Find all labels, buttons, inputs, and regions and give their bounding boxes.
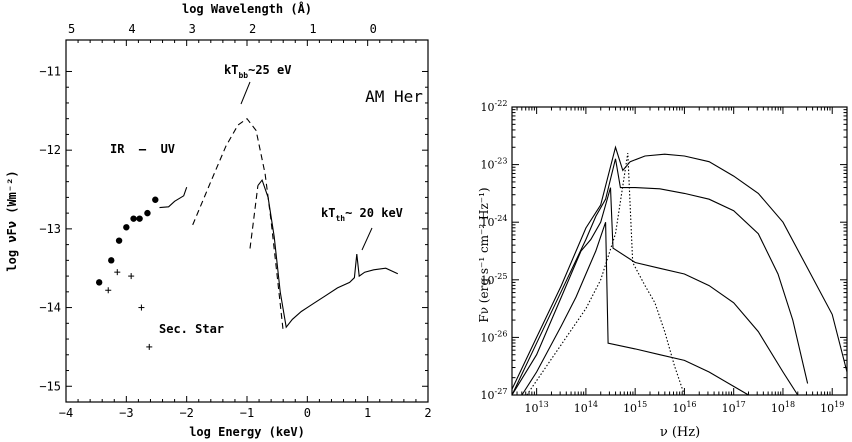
left-x-axis-label: log Energy (keV) [189, 425, 305, 439]
ir-uv-data-point [144, 209, 151, 217]
right-y-tick-label: 10-24 [481, 214, 508, 229]
right-x-tick-label: 1017 [722, 400, 746, 415]
kt-bb-sub: bb [238, 71, 248, 80]
right-chart-flux-spectra: 1013 1014 1015 1016 1017 1018 1019 10-2210-231… [477, 99, 848, 440]
right-y-tick-label: 10-23 [481, 157, 508, 172]
right-series-1-solid [511, 158, 809, 396]
right-y-axis-label: Fν (erg s⁻¹ cm⁻² Hz⁻¹) [477, 187, 491, 322]
left-series-5-solid [257, 178, 399, 329]
right-x-tick-labels: 1013 1014 1015 1016 1017 1018 1019 [525, 400, 845, 415]
sec-star-annotation: Sec. Star [159, 322, 224, 336]
ir-uv-data-point [136, 215, 143, 222]
left-x-tick-label: −1 [240, 406, 254, 420]
right-y-tick-label: 10-22 [481, 99, 508, 114]
left-x-tick-label: −3 [119, 406, 133, 420]
ir-uv-data-point [108, 257, 115, 264]
right-series-3-solid [521, 222, 749, 396]
left-x-tick-label: 1 [364, 406, 371, 420]
left-x-tick-label: −4 [59, 406, 73, 420]
left-series-group [95, 117, 399, 350]
left-top-x-tick-label: 0 [370, 22, 377, 36]
right-x-tick-label: 1016 [672, 400, 696, 415]
kt-bb-pointer [240, 81, 251, 105]
secondary-star-point [128, 273, 135, 280]
left-x-tick-label: −2 [179, 406, 193, 420]
left-chart-title: AM Her [365, 87, 423, 106]
left-y-tick-label: −15 [39, 379, 61, 393]
left-series-2-solid [159, 187, 188, 209]
secondary-star-point [105, 287, 112, 294]
left-top-x-tick-label: 1 [309, 22, 316, 36]
right-x-tick-label: 1018 [771, 400, 795, 415]
kt-bb-annotation: kTbb~25 eV [224, 63, 291, 80]
right-series-group [511, 145, 848, 396]
right-series-0-solid [511, 145, 848, 390]
left-chart-am-her-sed: −4 −3 −2 −1 0 1 2 5 4 3 2 1 0 −11 −12 −13 −14 −15 log E… [5, 1, 432, 439]
secondary-star-point [114, 269, 121, 276]
left-series-4-dashed [249, 185, 259, 249]
kt-th-sub: th [335, 214, 345, 223]
left-y-tick-label: −14 [39, 301, 61, 315]
left-y-ticks: −11 −12 −13 −14 −15 [39, 64, 428, 393]
right-y-tick-label: 10-25 [481, 272, 508, 287]
right-series-2-solid [511, 187, 799, 396]
ir-uv-data-point [130, 215, 137, 222]
kt-th-tail: ~ 20 keV [345, 206, 403, 220]
kt-th-annotation: kTth~ 20 keV [321, 206, 403, 223]
right-x-tick-label: 1013 [525, 400, 549, 415]
right-x-tick-label: 1019 [820, 400, 844, 415]
ir-uv-data-point [152, 196, 159, 203]
ir-uv-data-point [95, 279, 103, 286]
secondary-star-point [146, 343, 153, 350]
kt-bb-tail: ~25 eV [248, 63, 291, 77]
left-x-tick-label: 0 [304, 406, 311, 420]
left-y-tick-label: −11 [39, 64, 61, 78]
right-x-tick-label: 1014 [574, 400, 598, 415]
ir-uv-data-point [115, 237, 123, 244]
right-ticks [512, 107, 847, 396]
right-y-tick-label: 10-27 [481, 387, 508, 402]
kt-bb-main: kT [224, 63, 238, 77]
kt-th-main: kT [321, 206, 335, 220]
ir-uv-annotation: IR – UV [110, 142, 175, 156]
left-top-x-axis-label: log Wavelength (Å) [182, 1, 312, 16]
left-top-x-tick-label: 5 [68, 22, 75, 36]
right-y-tick-label: 10-26 [481, 329, 508, 344]
left-y-tick-label: −12 [39, 143, 61, 157]
right-series-4-dotted [526, 153, 685, 396]
left-y-axis-label: log νFν (Wm⁻²) [5, 170, 19, 271]
left-series-3-dashed [192, 117, 284, 332]
kt-th-pointer [361, 227, 373, 251]
left-top-x-tick-label: 3 [189, 22, 196, 36]
secondary-star-point [138, 304, 145, 311]
left-x-ticks: −4 −3 −2 −1 0 1 2 [59, 40, 432, 420]
right-plot-frame [511, 106, 848, 396]
left-top-x-ticks: 5 4 3 2 1 0 [68, 22, 377, 36]
right-x-tick-label: 1015 [623, 400, 647, 415]
left-x-tick-label: 2 [424, 406, 431, 420]
left-top-x-tick-label: 2 [249, 22, 256, 36]
left-top-x-tick-label: 4 [128, 22, 135, 36]
right-y-tick-labels: 10-22 10-23 10-24 10-25 10-26 10-27 [481, 99, 508, 402]
left-y-tick-label: −13 [39, 222, 61, 236]
ir-uv-data-point [123, 224, 130, 231]
right-x-axis-label: ν (Hz) [660, 425, 700, 440]
